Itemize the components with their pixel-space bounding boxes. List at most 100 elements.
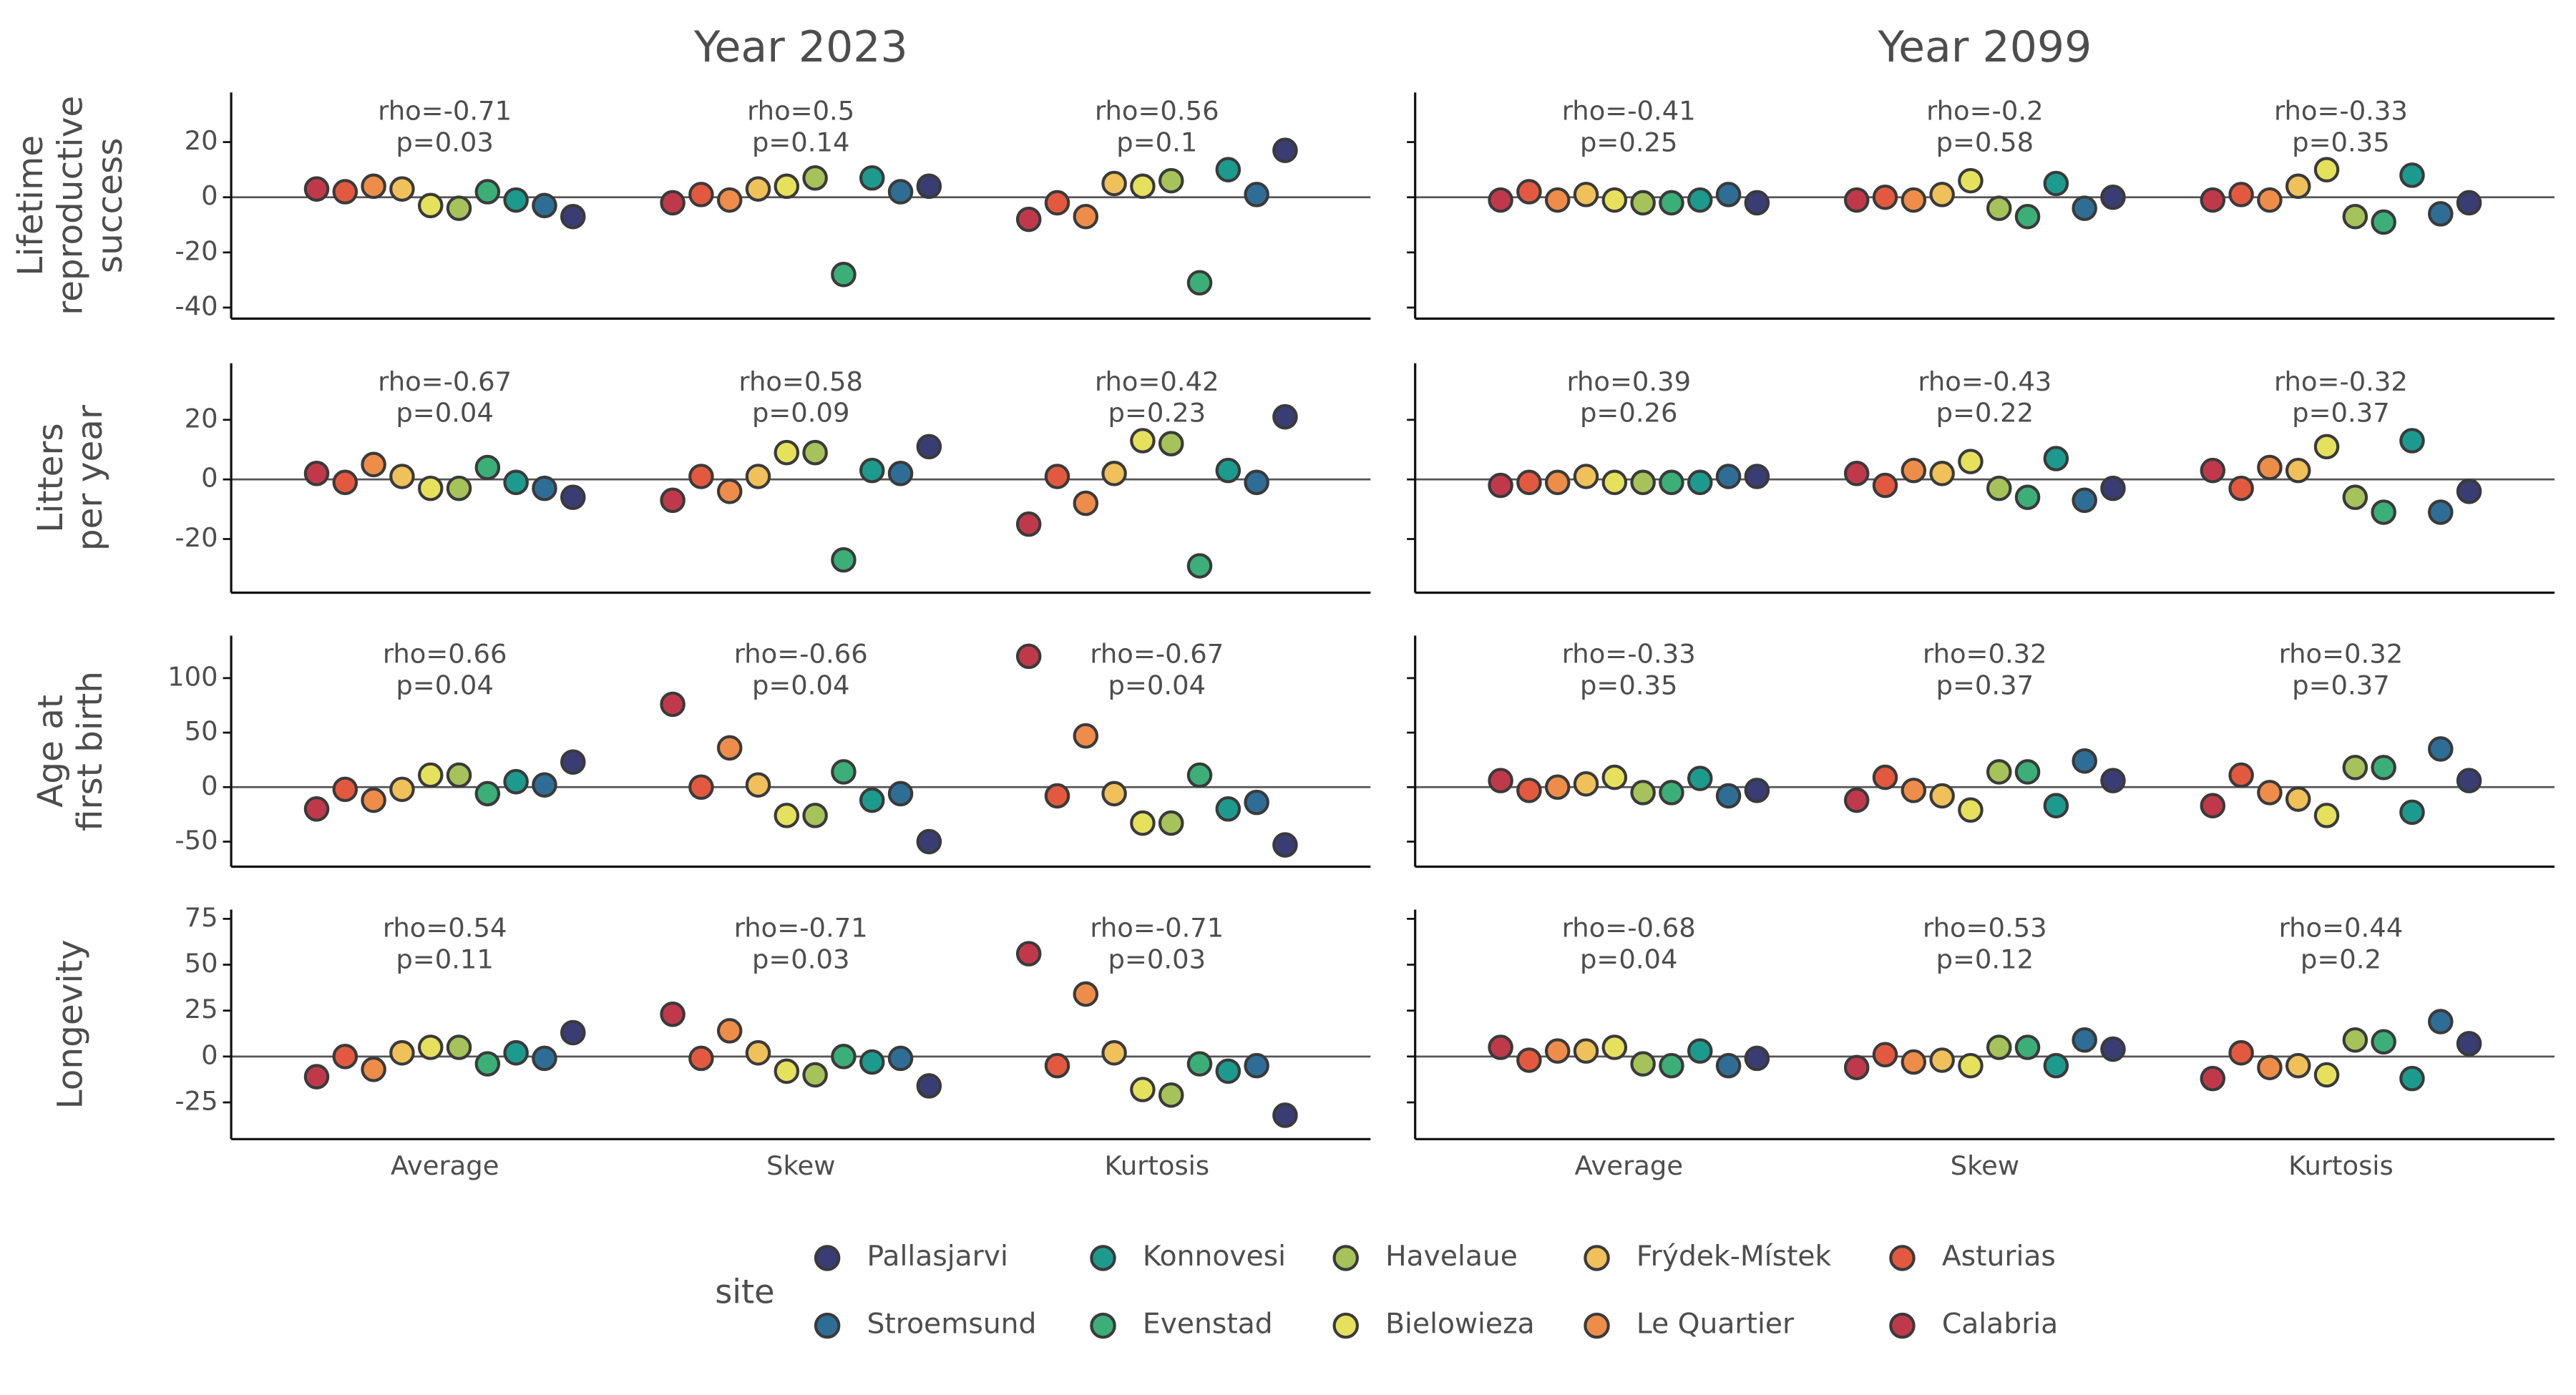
point xyxy=(1630,190,1656,216)
point xyxy=(1872,472,1898,499)
point xyxy=(1872,1042,1898,1068)
point xyxy=(660,691,686,718)
point xyxy=(1958,449,1984,474)
point xyxy=(1158,431,1184,456)
rho-label: rho=0.66 xyxy=(383,639,507,670)
point xyxy=(2072,1027,2097,1053)
point xyxy=(859,1049,885,1075)
point xyxy=(560,203,586,230)
point xyxy=(1958,797,1984,823)
p-label: p=0.04 xyxy=(752,670,850,701)
p-label: p=0.37 xyxy=(2292,670,2390,701)
point xyxy=(859,787,885,813)
point xyxy=(532,772,557,798)
point xyxy=(2399,799,2425,826)
point xyxy=(1901,1049,1927,1075)
point xyxy=(1244,1052,1269,1079)
point xyxy=(1015,643,1042,670)
point xyxy=(1488,187,1513,213)
point xyxy=(774,173,800,200)
point xyxy=(716,187,743,213)
point xyxy=(1073,981,1099,1007)
legend-swatch xyxy=(1332,1312,1359,1339)
point xyxy=(1215,457,1241,484)
column-title: Year 2023 xyxy=(693,22,908,72)
point xyxy=(1158,810,1184,836)
point xyxy=(745,176,771,202)
x-tick-label: Average xyxy=(1574,1150,1683,1181)
point xyxy=(2456,190,2482,216)
point xyxy=(2285,786,2311,812)
point xyxy=(1186,1051,1213,1077)
point xyxy=(1659,1052,1684,1079)
x-tick-label: Kurtosis xyxy=(2288,1150,2394,1181)
point xyxy=(2371,499,2396,525)
point xyxy=(2200,457,2226,484)
point xyxy=(1687,187,1713,213)
point xyxy=(474,179,501,205)
point xyxy=(1744,190,1770,216)
point xyxy=(1986,1034,2012,1060)
point xyxy=(2285,1052,2311,1079)
point xyxy=(1715,182,1742,207)
point xyxy=(1843,461,1870,486)
point xyxy=(1601,469,1628,496)
legend-label: Pallasjarvi xyxy=(867,1240,1008,1273)
point xyxy=(332,776,358,803)
legend-label: Evenstad xyxy=(1143,1308,1273,1341)
p-label: p=0.04 xyxy=(1108,670,1206,701)
point xyxy=(2228,762,2254,788)
point xyxy=(1659,469,1684,496)
point xyxy=(831,1044,857,1070)
p-label: p=0.58 xyxy=(1936,127,2034,157)
point xyxy=(1215,157,1241,182)
point xyxy=(1130,428,1156,454)
p-label: p=0.03 xyxy=(396,127,494,157)
point xyxy=(1929,461,1955,486)
point xyxy=(389,464,415,489)
point xyxy=(2313,434,2340,460)
point xyxy=(1744,464,1770,489)
row-label: Longevity xyxy=(51,939,91,1109)
point xyxy=(2257,187,2283,213)
rho-label: rho=0.32 xyxy=(2279,639,2404,670)
point xyxy=(332,179,358,205)
point xyxy=(1958,1052,1984,1079)
point xyxy=(1872,764,1898,790)
point xyxy=(1630,780,1656,806)
point xyxy=(1015,206,1042,232)
rho-label: rho=-0.43 xyxy=(1918,366,2051,397)
point xyxy=(1929,1047,1955,1073)
point xyxy=(1186,270,1213,296)
rho-label: rho=0.54 xyxy=(383,913,507,944)
point xyxy=(1573,1038,1599,1064)
point xyxy=(1544,1038,1571,1064)
point xyxy=(361,451,386,478)
point xyxy=(802,165,828,191)
legend-title: site xyxy=(715,1273,774,1311)
rho-label: rho=-0.67 xyxy=(1090,639,1224,670)
point xyxy=(1488,1034,1513,1060)
rho-label: rho=-0.32 xyxy=(2274,366,2408,397)
point xyxy=(2257,454,2283,481)
point xyxy=(2228,1039,2254,1066)
row-label: Age at xyxy=(31,695,71,808)
point xyxy=(2200,187,2226,213)
point xyxy=(1573,464,1599,489)
point xyxy=(1544,469,1571,496)
point xyxy=(774,439,800,466)
point xyxy=(417,1034,444,1060)
point xyxy=(1130,810,1156,836)
p-label: p=0.12 xyxy=(1936,944,2034,975)
point xyxy=(1044,190,1070,216)
point xyxy=(2456,768,2482,793)
point xyxy=(1516,179,1542,205)
y-tick-label: -50 xyxy=(175,825,218,856)
point xyxy=(560,1019,586,1046)
point xyxy=(660,190,686,216)
point xyxy=(660,487,686,514)
point xyxy=(1215,796,1241,822)
point xyxy=(2100,475,2126,501)
x-tick-label: Average xyxy=(391,1150,499,1181)
point xyxy=(2427,1009,2454,1034)
